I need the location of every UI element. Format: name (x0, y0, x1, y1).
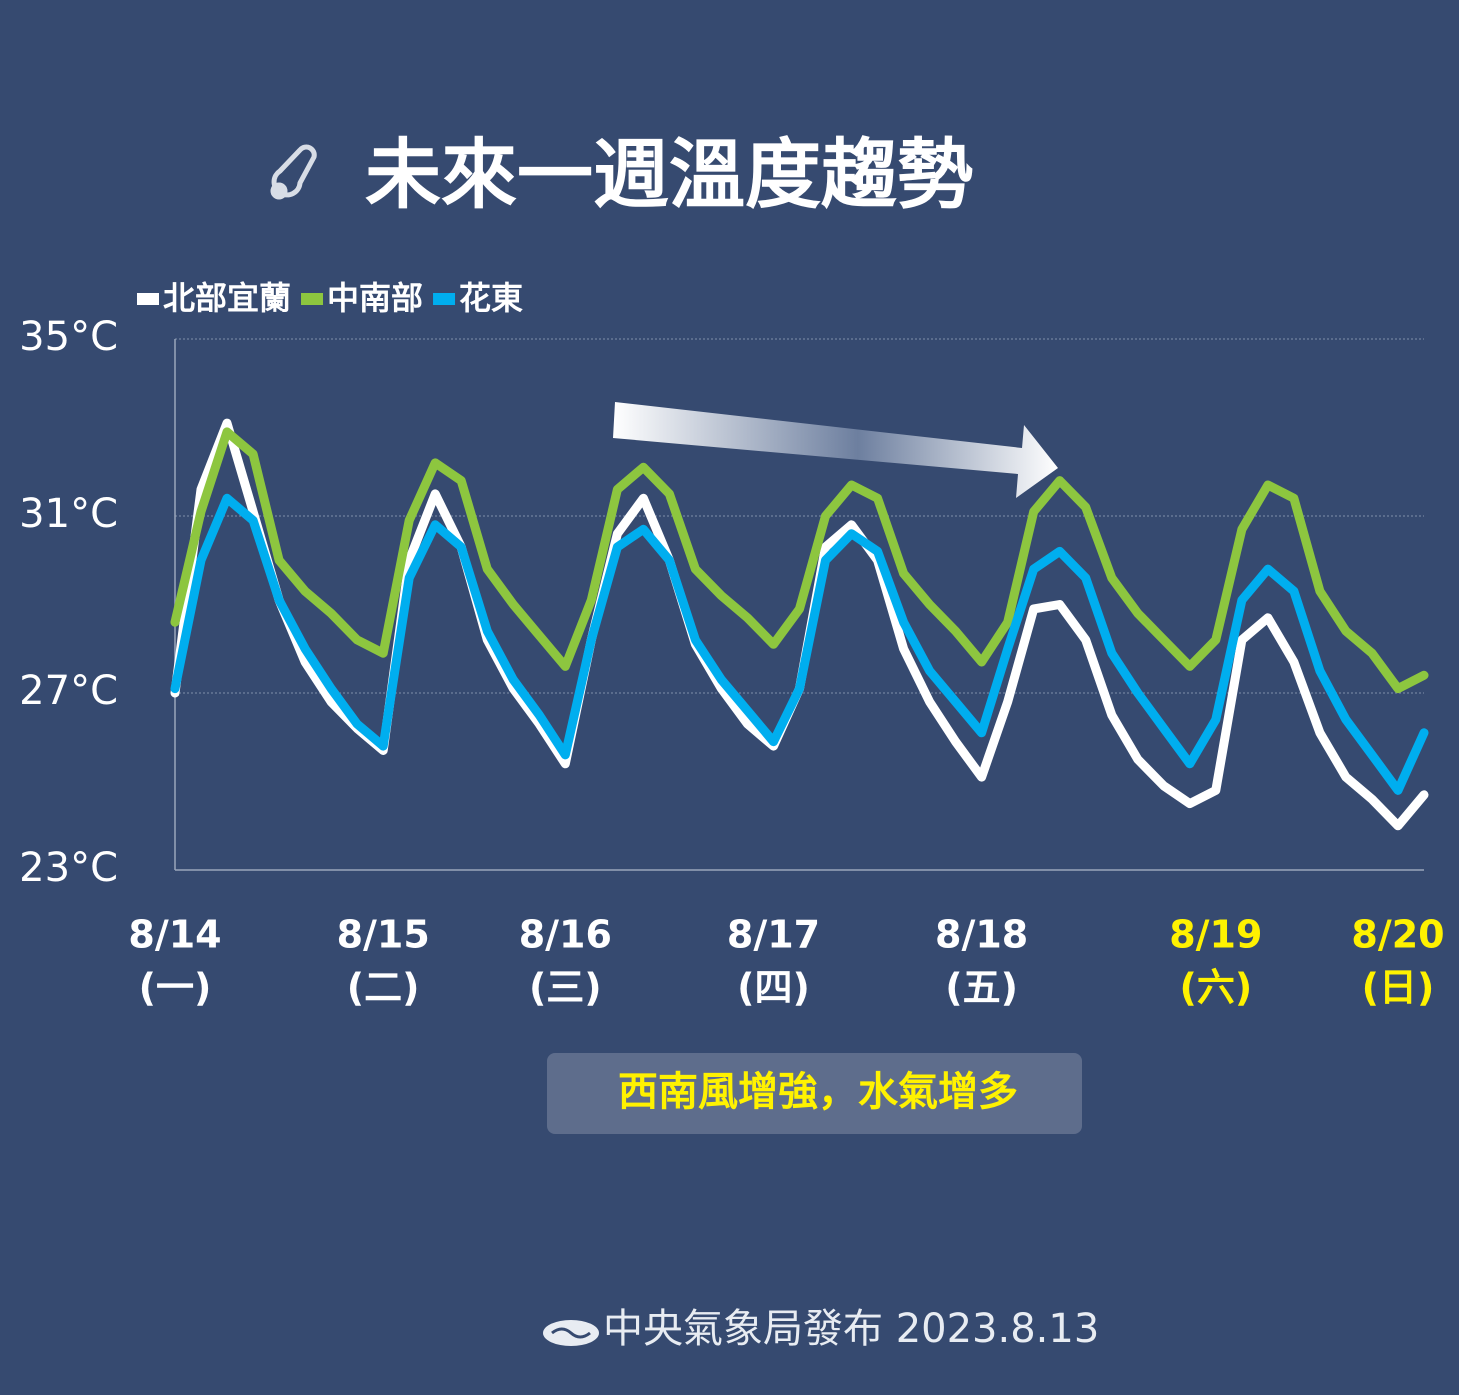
x-tick-weekday: (六) (1179, 966, 1252, 1010)
x-tick-label: 8/16 (519, 913, 612, 957)
x-tick-label: 8/17 (727, 913, 820, 957)
x-tick-label: 8/15 (337, 913, 430, 957)
x-tick-weekday: (三) (529, 966, 602, 1010)
x-tick-weekday: (二) (347, 966, 420, 1010)
x-tick-label: 8/18 (935, 913, 1028, 957)
annotation-box (547, 1053, 1082, 1134)
thermometer-icon (270, 144, 317, 200)
x-tick-weekday: (四) (737, 966, 810, 1010)
annotation: 西南風增強，水氣增多 (618, 1069, 1018, 1115)
y-tick-label: 35°C (19, 314, 118, 360)
series-line (170, 493, 1429, 795)
x-tick-weekday: (五) (945, 966, 1018, 1010)
trend-arrow (613, 402, 1058, 498)
legend-label: 花東 (459, 279, 523, 317)
legend-swatch (433, 293, 456, 305)
x-tick-label: 8/14 (128, 913, 221, 957)
legend-label: 北部宜蘭 (163, 279, 291, 317)
y-tick-label: 27°C (19, 668, 118, 714)
legend-swatch (137, 293, 159, 305)
logo (543, 1320, 599, 1346)
source: 中央氣象局發布 2023.8.13 (603, 1306, 1099, 1352)
y-tick-label: 23°C (19, 845, 118, 891)
x-tick-weekday: (一) (139, 966, 212, 1010)
x-tick-label: 8/20 (1351, 913, 1444, 957)
x-tick-weekday: (日) (1362, 966, 1435, 1010)
y-tick-label: 31°C (19, 491, 118, 537)
legend-label: 中南部 (327, 279, 423, 317)
x-tick-label: 8/19 (1169, 913, 1262, 957)
series-line (170, 427, 1429, 694)
legend-swatch (301, 293, 324, 305)
chart-title: 未來一週溫度趨勢 (365, 130, 973, 219)
